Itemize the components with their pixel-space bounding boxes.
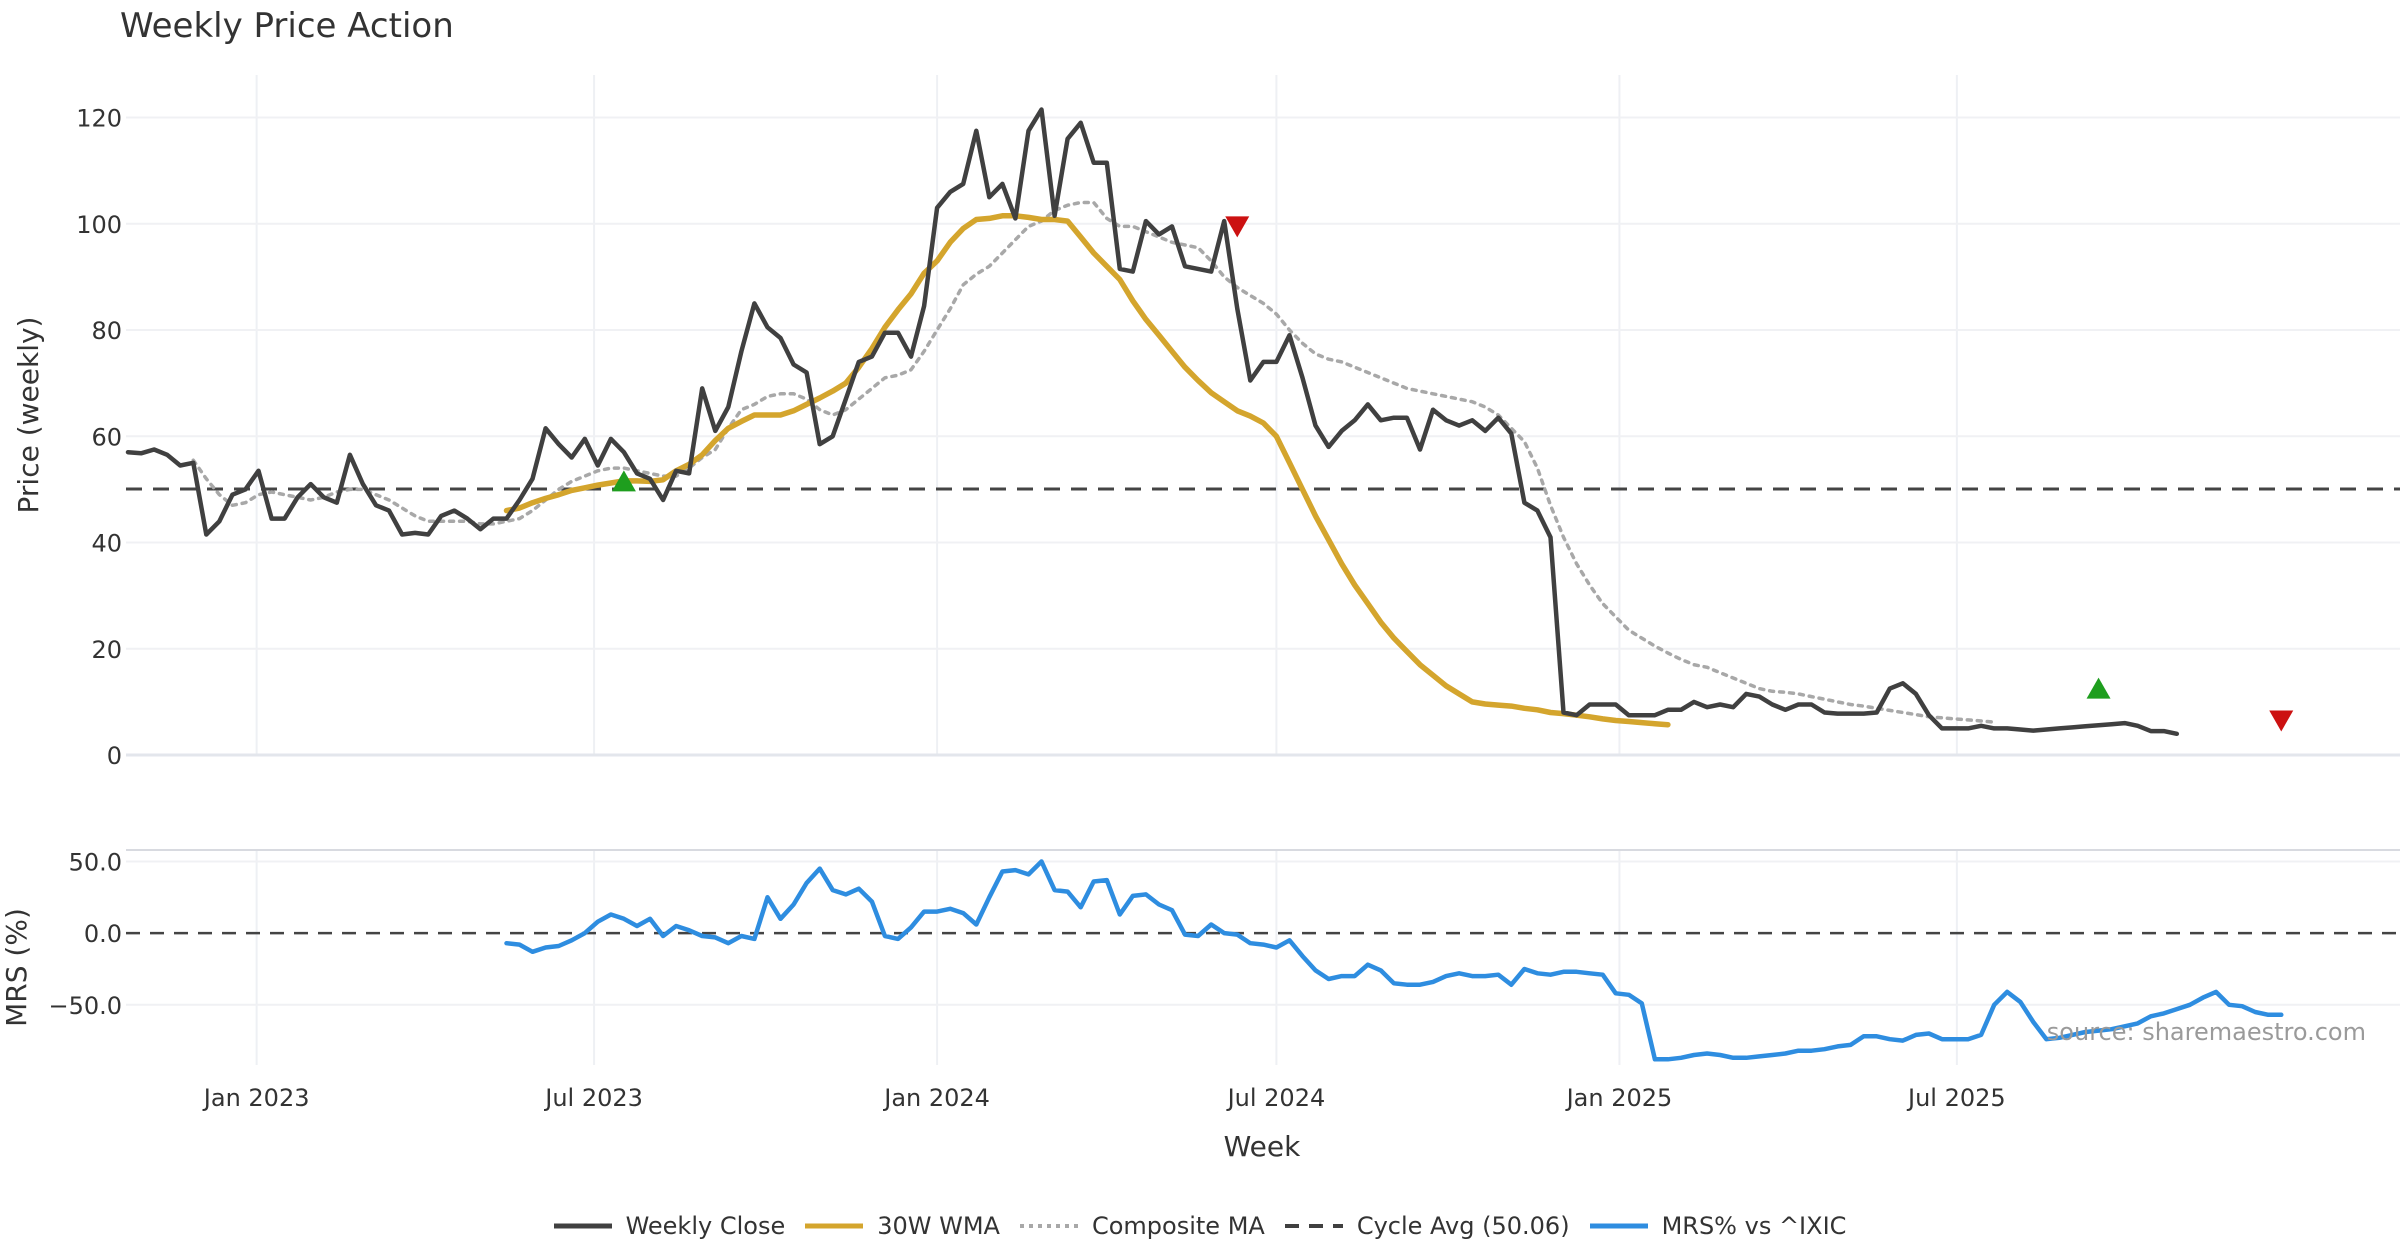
legend-label: 30W WMA xyxy=(877,1212,1000,1240)
price-panel: 0 20 40 60 80 100 120 Price (weekly) xyxy=(12,75,2400,770)
x-tick-label: Jul 2025 xyxy=(1906,1084,2006,1112)
cycle-avg-swatch-icon xyxy=(1284,1224,1343,1228)
x-axis-label: Week xyxy=(1223,1130,1301,1163)
legend-item-weekly-close[interactable]: Weekly Close xyxy=(553,1212,786,1240)
legend-label: Cycle Avg (50.06) xyxy=(1356,1212,1570,1240)
x-tick-label: Jan 2023 xyxy=(202,1084,310,1112)
legend-item-30w-wma[interactable]: 30W WMA xyxy=(805,1212,1000,1240)
y-tick-label: 20 xyxy=(91,636,122,664)
composite-ma-swatch-icon xyxy=(1019,1224,1078,1228)
y-axis-label: Price (weekly) xyxy=(12,317,45,514)
source-note: source: sharemaestro.com xyxy=(2046,1018,2366,1046)
x-tick-label: Jul 2024 xyxy=(1226,1084,1326,1112)
wma-swatch-icon xyxy=(805,1223,864,1229)
x-tick-label: Jan 2025 xyxy=(1565,1084,1673,1112)
chart-title: Weekly Price Action xyxy=(120,6,454,46)
buy-marker xyxy=(611,470,636,492)
series-line-composite-ma xyxy=(191,200,1996,724)
y-tick-label: 100 xyxy=(76,211,122,239)
y-tick-label: 80 xyxy=(91,317,122,345)
legend-item-composite-ma[interactable]: Composite MA xyxy=(1019,1212,1265,1240)
y-tick-label: 120 xyxy=(76,105,122,133)
series-line-weekly-close xyxy=(125,107,2180,737)
y-tick-label: 40 xyxy=(91,530,122,558)
sell-marker xyxy=(2269,710,2294,732)
y-tick-label: 0.0 xyxy=(84,920,122,948)
y-tick-label: 50.0 xyxy=(69,848,122,876)
y-tick-label: 60 xyxy=(91,423,122,451)
mrs-swatch-icon xyxy=(1589,1223,1648,1229)
weekly-close-swatch-icon xyxy=(553,1223,612,1229)
legend: Weekly Close 30W WMA Composite MA Cycle … xyxy=(0,1212,2400,1240)
legend-item-mrs[interactable]: MRS% vs ^IXIC xyxy=(1589,1212,1847,1240)
legend-item-cycle-avg[interactable]: Cycle Avg (50.06) xyxy=(1284,1212,1570,1240)
sell-marker xyxy=(1225,216,1250,238)
x-tick-label: Jan 2024 xyxy=(882,1084,990,1112)
y-tick-label: 0 xyxy=(107,742,122,770)
legend-label: MRS% vs ^IXIC xyxy=(1661,1212,1847,1240)
mrs-panel: 50.0 0.0 −50.0 MRS (%) xyxy=(0,848,2400,1065)
y-tick-label: −50.0 xyxy=(48,992,122,1020)
series-line-mrs xyxy=(504,859,2284,1062)
legend-label: Composite MA xyxy=(1091,1212,1265,1240)
x-tick-label: Jul 2023 xyxy=(543,1084,643,1112)
legend-label: Weekly Close xyxy=(625,1212,786,1240)
series-line-30w-wma xyxy=(503,213,1671,728)
y-axis-label: MRS (%) xyxy=(0,908,33,1027)
x-axis: Jan 2023 Jul 2023 Jan 2024 Jul 2024 Jan 2025… xyxy=(202,1084,2006,1112)
buy-marker xyxy=(2086,677,2111,699)
